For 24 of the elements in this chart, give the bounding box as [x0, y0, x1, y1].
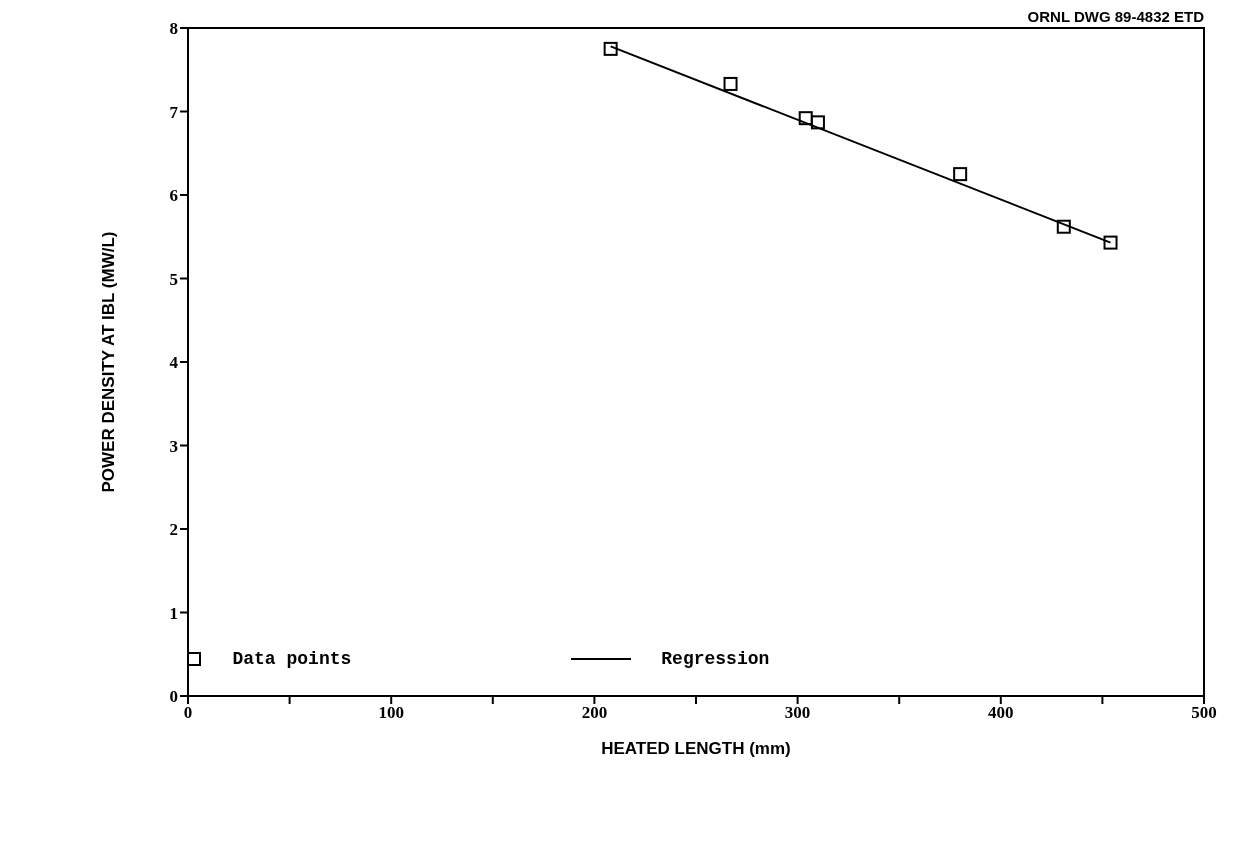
y-tick-label: 8: [169, 19, 178, 39]
x-tick-label: 500: [1191, 703, 1217, 723]
y-axis-title: POWER DENSITY AT IBL (MW/L): [99, 231, 119, 493]
x-tick-label: 400: [988, 703, 1014, 723]
y-tick-label: 0: [169, 687, 178, 707]
y-tick-label: 4: [169, 353, 179, 373]
text: ORNL DWG 89-4832 ETD: [1027, 8, 1204, 25]
point: [953, 167, 968, 182]
point: [723, 76, 738, 91]
legend-label: Data points: [232, 648, 352, 669]
y-tick-label: 7: [169, 102, 179, 122]
x-tick-label: 200: [581, 703, 608, 723]
legend-label: Regression: [661, 648, 770, 669]
y-tick-label: 6: [169, 186, 178, 206]
point: [603, 41, 618, 56]
y-tick-label: 5: [169, 269, 178, 289]
y-tick-label: 3: [169, 436, 178, 456]
point: [1103, 235, 1118, 250]
y-tick-label: 2: [169, 520, 178, 540]
y-tick-label: 1: [169, 603, 178, 623]
x-tick-label: 0: [183, 703, 193, 723]
x-tick-label: 100: [378, 703, 404, 723]
x-tick-label: 300: [784, 703, 811, 723]
x-axis-title: HEATED LENGTH (mm): [601, 739, 791, 758]
